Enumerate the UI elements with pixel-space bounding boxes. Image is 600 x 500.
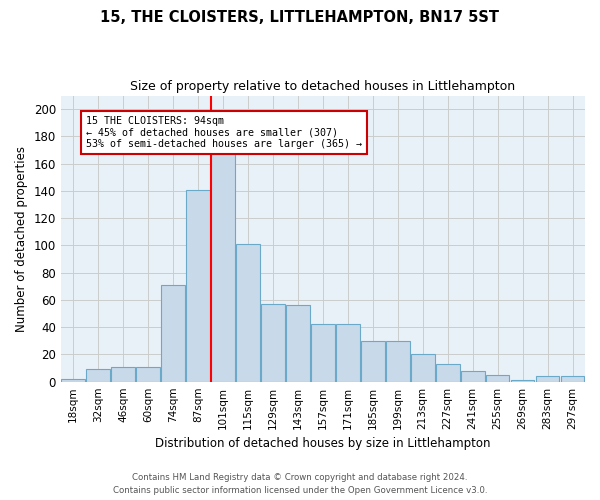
- Title: Size of property relative to detached houses in Littlehampton: Size of property relative to detached ho…: [130, 80, 515, 93]
- Bar: [112, 366, 135, 382]
- Bar: [461, 371, 485, 382]
- Bar: [511, 380, 535, 382]
- Text: 15 THE CLOISTERS: 94sqm
← 45% of detached houses are smaller (307)
53% of semi-d: 15 THE CLOISTERS: 94sqm ← 45% of detache…: [86, 116, 362, 149]
- Bar: [311, 324, 335, 382]
- Bar: [236, 244, 260, 382]
- Bar: [361, 341, 385, 382]
- Y-axis label: Number of detached properties: Number of detached properties: [15, 146, 28, 332]
- Bar: [61, 379, 85, 382]
- Bar: [261, 304, 285, 382]
- X-axis label: Distribution of detached houses by size in Littlehampton: Distribution of detached houses by size …: [155, 437, 491, 450]
- Bar: [536, 376, 559, 382]
- Bar: [336, 324, 360, 382]
- Bar: [560, 376, 584, 382]
- Text: Contains HM Land Registry data © Crown copyright and database right 2024.
Contai: Contains HM Land Registry data © Crown c…: [113, 474, 487, 495]
- Bar: [186, 190, 210, 382]
- Bar: [436, 364, 460, 382]
- Bar: [286, 306, 310, 382]
- Bar: [136, 366, 160, 382]
- Bar: [211, 152, 235, 382]
- Bar: [411, 354, 434, 382]
- Text: 15, THE CLOISTERS, LITTLEHAMPTON, BN17 5ST: 15, THE CLOISTERS, LITTLEHAMPTON, BN17 5…: [101, 10, 499, 25]
- Bar: [161, 285, 185, 382]
- Bar: [386, 341, 410, 382]
- Bar: [86, 370, 110, 382]
- Bar: [486, 375, 509, 382]
